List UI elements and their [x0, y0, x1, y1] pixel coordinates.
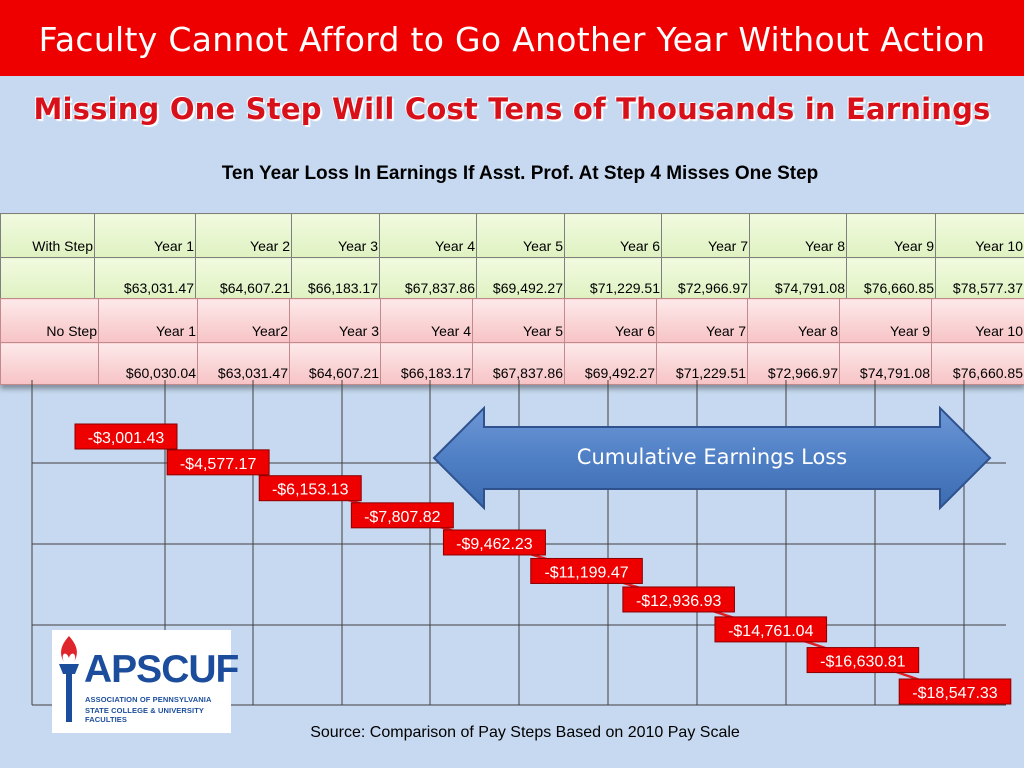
apscuf-logo: APSCUF ASSOCIATION OF PENNSYLVANIA STATE… — [52, 630, 239, 733]
source-note: Source: Comparison of Pay Steps Based on… — [310, 724, 740, 741]
year-header: Year 9 — [839, 298, 932, 343]
salary-cell: $69,492.27 — [564, 342, 657, 385]
no-step-table: No Step Year 1 Year2 Year 3 Year 4 Year … — [0, 298, 1024, 385]
loss-series: -$3,001.43 -$4,577.17 -$6,153.13 -$7,807.82… — [74, 423, 1012, 705]
salary-cell: $67,837.86 — [379, 257, 477, 300]
salary-cell: $69,492.27 — [476, 257, 565, 300]
data-label: -$9,462.23 — [456, 536, 533, 553]
year-header: Year 3 — [291, 213, 380, 258]
logo-line-1: ASSOCIATION OF PENNSYLVANIA — [85, 695, 212, 704]
year-header: Year 8 — [747, 298, 840, 343]
data-label-box — [530, 557, 643, 584]
table-row: No Step Year 1 Year2 Year 3 Year 4 Year … — [0, 298, 1024, 343]
salary-cell: $71,229.51 — [564, 257, 662, 300]
table-row: $60,030.04 $63,031.47 $64,607.21 $66,183… — [0, 342, 1024, 385]
data-label: -$4,577.17 — [180, 456, 257, 473]
year-header: Year 4 — [379, 213, 477, 258]
slide-subtitle: Missing One Step Will Cost Tens of Thous… — [33, 92, 991, 126]
year-header: Year 10 — [931, 298, 1024, 343]
data-label-box — [442, 529, 546, 556]
data-label: -$3,001.43 — [88, 430, 165, 447]
data-label: -$11,199.47 — [544, 564, 628, 581]
table-row: With Step Year 1 Year 2 Year 3 Year 4 Ye… — [0, 213, 1024, 258]
salary-cell: $74,791.08 — [749, 257, 847, 300]
salary-cell: $76,660.85 — [846, 257, 936, 300]
year-header: Year 5 — [472, 298, 565, 343]
data-label: -$6,153.13 — [272, 482, 349, 499]
year-header: Year 8 — [749, 213, 847, 258]
salary-cell: $63,031.47 — [94, 257, 196, 300]
salary-cell: $72,966.97 — [747, 342, 840, 385]
year-header: Year 6 — [564, 298, 657, 343]
year-header: Year 1 — [94, 213, 196, 258]
data-label-box — [166, 449, 270, 476]
data-label: -$12,936.93 — [636, 593, 722, 610]
empty-cell — [0, 257, 95, 300]
year-header: Year 10 — [935, 213, 1024, 258]
year-header: Year 2 — [195, 213, 292, 258]
data-label-box — [898, 678, 1012, 705]
data-label: -$18,547.33 — [912, 685, 998, 702]
year-header: Year 7 — [661, 213, 750, 258]
cumulative-loss-arrow: Cumulative Earnings Loss — [432, 405, 992, 511]
logo-wordmark: APSCUF — [84, 648, 239, 691]
data-label: -$16,630.81 — [820, 654, 906, 671]
data-label-box — [350, 502, 454, 529]
loss-chart: Cumulative Earnings Loss -$3,001.43 -$4,5… — [31, 380, 1012, 706]
salary-cell: $64,607.21 — [195, 257, 292, 300]
data-label: -$7,807.82 — [364, 509, 441, 526]
salary-cell: $67,837.86 — [472, 342, 565, 385]
torch-icon — [59, 636, 79, 722]
year-header: Year 1 — [98, 298, 198, 343]
data-label: -$14,761.04 — [728, 623, 814, 640]
salary-cell: $71,229.51 — [656, 342, 748, 385]
row-label: With Step — [0, 213, 95, 258]
row-label: No Step — [0, 298, 99, 343]
data-label-box — [74, 423, 178, 450]
table-row: $63,031.47 $64,607.21 $66,183.17 $67,837… — [0, 257, 1024, 300]
year-header: Year 5 — [476, 213, 565, 258]
year-header: Year2 — [197, 298, 290, 343]
salary-cell: $76,660.85 — [931, 342, 1024, 385]
data-label-box — [622, 586, 735, 613]
slide-title: Faculty Cannot Afford to Go Another Year… — [38, 20, 986, 59]
data-label-box — [806, 647, 920, 674]
salary-cell: $72,966.97 — [661, 257, 750, 300]
data-label-box — [714, 616, 828, 643]
with-step-table: With Step Year 1 Year 2 Year 3 Year 4 Ye… — [0, 213, 1024, 300]
logo-line-2: STATE COLLEGE & UNIVERSITY FACULTIES — [85, 706, 204, 724]
double-arrow-shape — [432, 405, 992, 511]
year-header: Year 9 — [846, 213, 936, 258]
title-banner: Faculty Cannot Afford to Go Another Year… — [0, 0, 1024, 76]
year-header: Year 4 — [380, 298, 473, 343]
salary-cell: $64,607.21 — [289, 342, 381, 385]
year-header: Year 7 — [656, 298, 748, 343]
salary-cell: $66,183.17 — [380, 342, 473, 385]
empty-cell — [0, 342, 99, 385]
salary-cell: $74,791.08 — [839, 342, 932, 385]
salary-cell: $78,577.37 — [935, 257, 1024, 300]
salary-cell: $60,030.04 — [98, 342, 198, 385]
year-header: Year 3 — [289, 298, 381, 343]
salary-cell: $66,183.17 — [291, 257, 380, 300]
data-label-box — [258, 475, 362, 502]
year-header: Year 6 — [564, 213, 662, 258]
salary-cell: $63,031.47 — [197, 342, 290, 385]
table-title: Ten Year Loss In Earnings If Asst. Prof.… — [221, 163, 819, 184]
arrow-label: Cumulative Earnings Loss — [577, 445, 847, 469]
